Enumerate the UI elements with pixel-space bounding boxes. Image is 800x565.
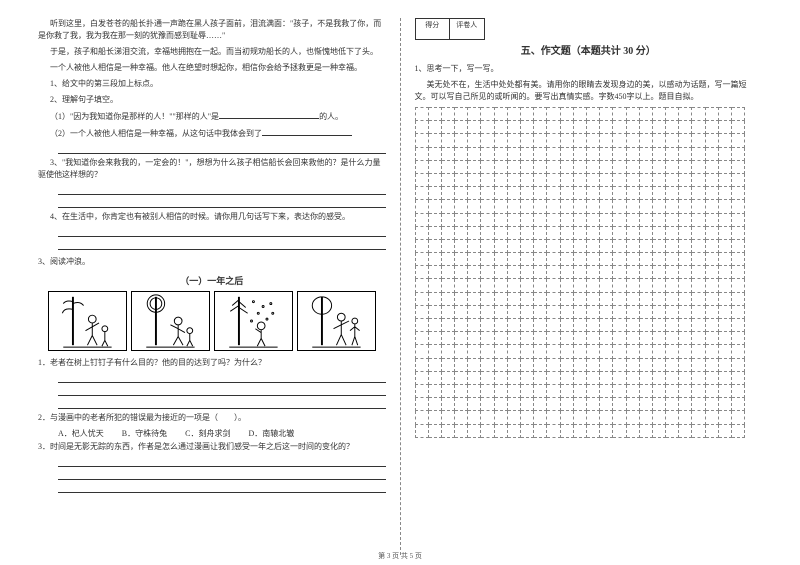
comic-panel-3: [214, 291, 293, 351]
comic-q2: 2．与漫画中的老者所犯的错误最为接近的一项是（ ）。: [38, 412, 386, 424]
question-2a: （1）"因为我知道你是那样的人！""那样的人"是 的人。: [38, 110, 386, 123]
cq3-line-3[interactable]: [58, 483, 386, 493]
comic-title: （一）一年之后: [38, 274, 386, 287]
comic-panel-1: [48, 291, 127, 351]
q2a-blank[interactable]: [219, 110, 319, 119]
story-para-3: 一个人被他人相信是一种幸福。他人在绝望时想起你，相信你会给予拯救更是一种幸福。: [38, 62, 386, 74]
cq3-line-2[interactable]: [58, 470, 386, 480]
story-para-1: 听到这里，白发苍苍的船长扑通一声跪在黑人孩子面前，泪流满面："孩子，不是我救了你…: [38, 18, 386, 42]
page-footer: 第 3 页 共 5 页: [0, 551, 800, 561]
option-c[interactable]: C．刻舟求剑: [185, 429, 230, 438]
question-4: 4、在生活中，你肯定也有被别人相信的时候。请你用几句话写下来，表达你的感受。: [38, 211, 386, 223]
reading-title: 3、阅读冲浪。: [38, 256, 386, 268]
answer-line[interactable]: [58, 198, 386, 208]
comic-panel-2: [131, 291, 210, 351]
q2a-text: （1）"因为我知道你是那样的人！""那样的人"是: [50, 112, 219, 121]
cq1-line-2[interactable]: [58, 386, 386, 396]
q4-line-2[interactable]: [58, 240, 386, 250]
question-2b: （2）一个人被他人相信是一种幸福，从这句话中我体会到了: [38, 127, 386, 140]
comic-q1: 1．老者在树上钉钉子有什么目的？他的目的达到了吗？为什么？: [38, 357, 386, 369]
writing-grid-wrap: [415, 107, 763, 438]
score-label: 得分: [416, 19, 451, 39]
comic-panel-4: [297, 291, 376, 351]
q2b-line[interactable]: [58, 144, 386, 154]
q3-lines-2: [58, 198, 386, 208]
writing-grid[interactable]: [415, 107, 746, 438]
question-1: 1、给文中的第三段加上标点。: [38, 78, 386, 90]
q2b-text: （2）一个人被他人相信是一种幸福，从这句话中我体会到了: [50, 129, 262, 138]
right-column: 得分 评卷人 五、作文题（本题共计 30 分） 1、思考一下，写一写。 美无处不…: [401, 18, 771, 555]
option-d[interactable]: D．南辕北辙: [248, 429, 294, 438]
essay-prompt-2: 美无处不在，生活中处处都有美。请用你的眼睛去发现身边的美，以感动为话题，写一篇短…: [415, 79, 763, 103]
q2a-tail: 的人。: [319, 112, 343, 121]
essay-prompt-1: 1、思考一下，写一写。: [415, 63, 763, 75]
q2b-blank[interactable]: [262, 127, 352, 136]
options-row: A．杞人忧天 B．守株待兔 C．刻舟求剑 D．南辕北辙: [58, 428, 386, 441]
option-a[interactable]: A．杞人忧天: [58, 429, 104, 438]
answer-line[interactable]: [58, 185, 386, 195]
score-box: 得分 评卷人: [415, 18, 485, 40]
grader-label: 评卷人: [450, 19, 484, 39]
question-2: 2、理解句子填空。: [38, 94, 386, 106]
cq1-line-3[interactable]: [58, 399, 386, 409]
section-title: 五、作文题（本题共计 30 分）: [415, 42, 763, 57]
cq3-line-1[interactable]: [58, 457, 386, 467]
cq1-line-1[interactable]: [58, 373, 386, 383]
comic-q3: 3．时间是无影无踪的东西，作者是怎么通过漫画让我们感受一年之后这一时间的变化的？: [38, 441, 386, 453]
story-para-2: 于是，孩子和船长涕泪交流，幸福地拥抱在一起。而当初规劝船长的人，也惭愧地低下了头…: [38, 46, 386, 58]
question-3: 3、"我知道你会来救我的，一定会的！"，想想为什么孩子相信船长会回来救他的？是什…: [38, 157, 386, 181]
q4-line-1[interactable]: [58, 227, 386, 237]
q3-lines-1: [58, 185, 386, 195]
left-column: 听到这里，白发苍苍的船长扑通一声跪在黑人孩子面前，泪流满面："孩子，不是我救了你…: [30, 18, 401, 555]
comic-panels: [48, 291, 376, 351]
option-b[interactable]: B．守株待兔: [122, 429, 167, 438]
